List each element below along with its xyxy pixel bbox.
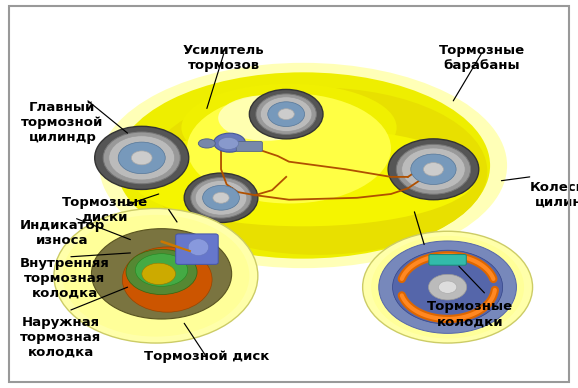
- Ellipse shape: [95, 126, 189, 189]
- Ellipse shape: [198, 139, 216, 148]
- Ellipse shape: [392, 250, 503, 324]
- Ellipse shape: [362, 231, 532, 343]
- Ellipse shape: [131, 127, 476, 226]
- Ellipse shape: [116, 72, 490, 259]
- Ellipse shape: [195, 180, 247, 215]
- Ellipse shape: [147, 88, 487, 255]
- Ellipse shape: [411, 154, 456, 185]
- Ellipse shape: [123, 247, 212, 312]
- Text: Тормозной диск: Тормозной диск: [144, 350, 269, 363]
- Text: Главный
тормозной
цилиндр: Главный тормозной цилиндр: [21, 101, 103, 144]
- Ellipse shape: [187, 93, 391, 203]
- Ellipse shape: [278, 109, 294, 120]
- Ellipse shape: [214, 133, 246, 152]
- Ellipse shape: [188, 239, 209, 256]
- Ellipse shape: [184, 173, 258, 223]
- Ellipse shape: [99, 63, 507, 268]
- Ellipse shape: [109, 136, 175, 180]
- Ellipse shape: [118, 142, 165, 174]
- Ellipse shape: [135, 254, 188, 286]
- Text: Внутренняя
тормозная
колодка: Внутренняя тормозная колодка: [20, 257, 110, 300]
- Text: Усилитель
тормозов: Усилитель тормозов: [183, 44, 265, 72]
- Text: Колесный
цилиндр: Колесный цилиндр: [530, 181, 578, 209]
- Ellipse shape: [268, 102, 305, 126]
- Text: Наружная
тормозная
колодка: Наружная тормозная колодка: [20, 316, 101, 359]
- Ellipse shape: [256, 94, 316, 134]
- Ellipse shape: [428, 274, 466, 300]
- Ellipse shape: [424, 163, 443, 176]
- Ellipse shape: [379, 241, 516, 333]
- Ellipse shape: [142, 263, 176, 284]
- FancyBboxPatch shape: [236, 142, 262, 151]
- Ellipse shape: [218, 137, 239, 149]
- Ellipse shape: [439, 281, 457, 293]
- Ellipse shape: [91, 229, 232, 319]
- Ellipse shape: [402, 148, 465, 191]
- Ellipse shape: [203, 185, 239, 210]
- Ellipse shape: [181, 84, 397, 171]
- Ellipse shape: [131, 151, 152, 165]
- Text: Тормозные
диски: Тормозные диски: [62, 196, 148, 224]
- Ellipse shape: [249, 90, 323, 139]
- Ellipse shape: [103, 132, 180, 184]
- Ellipse shape: [388, 139, 479, 200]
- FancyBboxPatch shape: [176, 234, 218, 264]
- Ellipse shape: [397, 144, 470, 194]
- Ellipse shape: [126, 249, 197, 294]
- Ellipse shape: [191, 178, 251, 218]
- Ellipse shape: [218, 95, 314, 141]
- Ellipse shape: [62, 215, 249, 337]
- Text: Тормозные
колодки: Тормозные колодки: [427, 300, 513, 329]
- Text: Тормозные
барабаны: Тормозные барабаны: [439, 44, 525, 72]
- FancyBboxPatch shape: [429, 255, 466, 265]
- Text: Индикатор
износа: Индикатор износа: [20, 219, 105, 247]
- Ellipse shape: [371, 236, 524, 338]
- Ellipse shape: [261, 97, 312, 132]
- Ellipse shape: [54, 208, 258, 343]
- Ellipse shape: [213, 192, 229, 203]
